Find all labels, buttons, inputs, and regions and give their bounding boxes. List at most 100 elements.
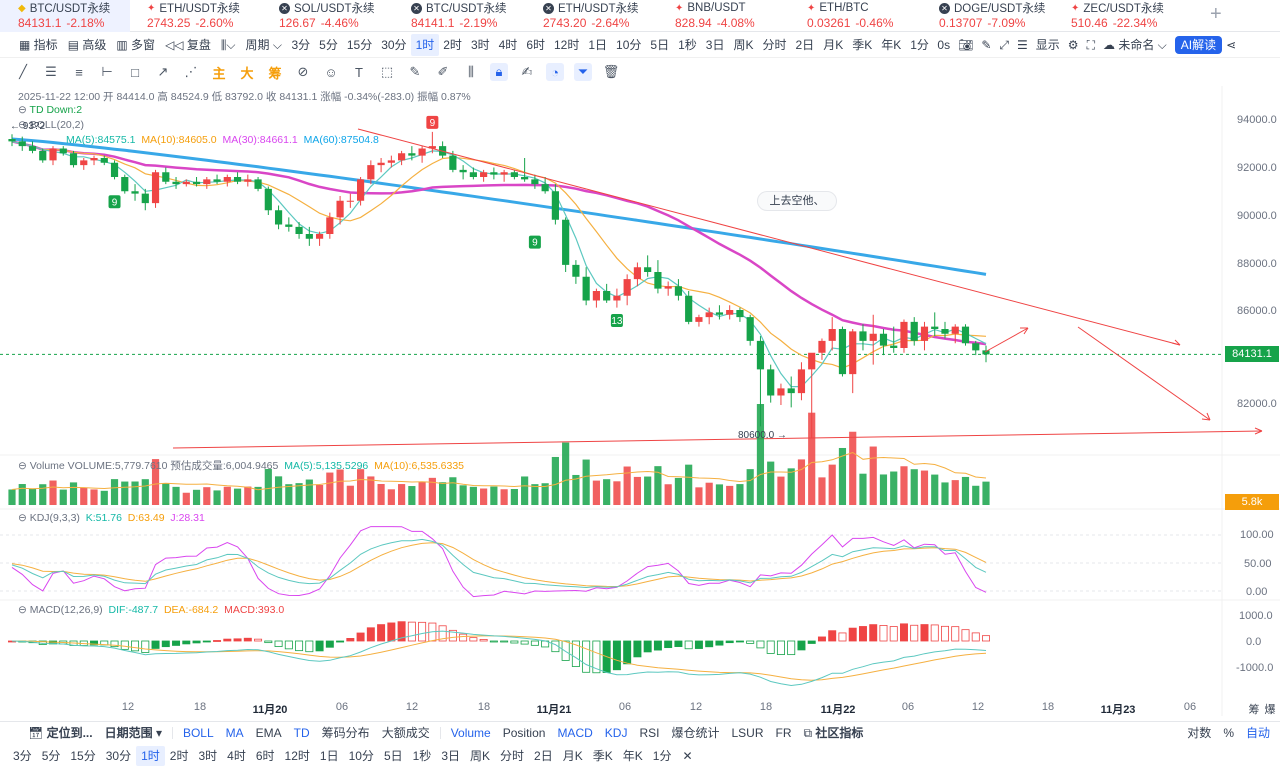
menu-icon[interactable]: ☰ <box>1017 37 1028 52</box>
ai-analysis-button[interactable]: AI解读 <box>1174 35 1223 54</box>
ticker-tab[interactable]: ✦ ETH/BTC 0.03261 -0.46% <box>807 0 927 32</box>
bottom-period-option[interactable]: 2时 <box>169 749 189 763</box>
period-option[interactable]: 15分 <box>346 37 373 52</box>
bottom-period-option[interactable]: 季K <box>592 749 613 763</box>
period-option[interactable]: 4时 <box>498 37 518 52</box>
indicator-volume[interactable]: Volume <box>450 725 491 740</box>
period-option[interactable]: 12时 <box>554 37 580 52</box>
add-tab-button[interactable]: + <box>1210 3 1222 25</box>
chips-text-tool[interactable]: 筹 <box>268 65 282 81</box>
dots-icon[interactable]: ⋰ <box>184 64 198 79</box>
rectangle-icon[interactable]: □ <box>131 64 139 80</box>
log-scale-toggle[interactable]: 对数 <box>1187 726 1212 740</box>
ruler-icon[interactable]: ✎ <box>409 64 421 79</box>
trend-line-icon[interactable]: ╱ <box>19 64 27 79</box>
ticker-tab[interactable]: ✦ BNB/USDT 828.94 -4.08% <box>675 0 795 32</box>
date-range-button[interactable]: 日期范围 ▾ <box>104 726 162 740</box>
boll-legend[interactable]: ⊖ BOLL(20,2) <box>18 119 84 131</box>
bottom-period-option[interactable]: 30分 <box>105 749 132 763</box>
indicator-fr[interactable]: FR <box>775 725 792 740</box>
pencil-icon[interactable]: ✎ <box>981 37 992 52</box>
camera-icon[interactable]: 📷︎ <box>958 37 974 52</box>
indicator-macd[interactable]: MACD <box>557 725 593 740</box>
chart-canvas[interactable]: 9 9 9 13 <box>0 86 1280 716</box>
percent-scale-toggle[interactable]: % <box>1223 725 1234 740</box>
toolbar-multi-window[interactable]: ▥ 多窗 <box>111 34 160 56</box>
period-option[interactable]: 1秒 <box>678 37 697 52</box>
indicator-lsur[interactable]: LSUR <box>731 725 764 740</box>
ticker-tab[interactable]: ✕ DOGE/USDT永续 0.13707 -7.09% <box>939 0 1059 32</box>
candle-pattern-icon[interactable]: ⫼ <box>468 64 474 79</box>
large-text-tool[interactable]: 大 <box>240 65 254 81</box>
magnet-icon[interactable]: ◔ <box>546 63 564 81</box>
period-option[interactable]: 月K <box>823 37 844 52</box>
bottom-period-option[interactable]: 12时 <box>284 749 310 763</box>
bottom-period-option[interactable]: 1秒 <box>412 749 432 763</box>
bottom-period-option[interactable]: 年K <box>622 749 643 763</box>
trash-icon[interactable]: 🗑︎ <box>602 64 620 79</box>
toolbar-replay[interactable]: ◁◁ 复盘 <box>160 34 216 56</box>
period-option[interactable]: 季K <box>852 37 873 52</box>
horizontal-lines-icon[interactable]: ≡ <box>75 64 83 80</box>
period-option[interactable]: 30分 <box>381 37 407 52</box>
period-option[interactable]: 1时 <box>411 33 439 56</box>
share-icon[interactable]: ⋖ <box>1226 37 1237 52</box>
bottom-period-option[interactable]: 周K <box>470 749 491 763</box>
community-indicators-button[interactable]: ⧉ 社区指标 <box>803 726 864 740</box>
period-option[interactable]: 分时 <box>762 37 787 52</box>
td-legend[interactable]: ⊖ TD Down:2 <box>18 104 83 116</box>
volume-legend[interactable]: ⊖ Volume VOLUME:5,779.7610 预估成交量:6,004.9… <box>18 460 465 472</box>
period-option[interactable]: 3时 <box>470 37 490 52</box>
main-text-tool[interactable]: 主 <box>212 65 226 81</box>
bottom-period-option[interactable]: 月K <box>562 749 583 763</box>
parallel-lines-icon[interactable]: ☰ <box>45 64 57 79</box>
period-dropdown[interactable]: 周期 ⌵ <box>245 37 282 52</box>
macd-legend[interactable]: ⊖ MACD(12,26,9) DIF:-487.7 DEA:-684.2 MA… <box>18 604 285 616</box>
bottom-period-option[interactable]: 1日 <box>319 749 339 763</box>
toolbar-chart-type[interactable]: ⫼⌵ <box>216 34 241 56</box>
bottom-period-option[interactable]: 10分 <box>348 749 374 763</box>
display-settings[interactable]: 显示 <box>1035 37 1060 52</box>
bottom-period-option[interactable]: 1时 <box>136 746 165 766</box>
period-option[interactable]: 6时 <box>526 37 545 52</box>
bottom-period-option[interactable]: 3日 <box>441 749 460 763</box>
expand-icon[interactable]: ⤢ <box>999 37 1010 52</box>
indicator-liquidation[interactable]: 爆仓统计 <box>671 726 720 740</box>
ticker-tab[interactable]: ◆ BTC/USDT永续 84131.1 -2.18% <box>0 0 130 32</box>
auto-scale-toggle[interactable]: 自动 <box>1245 726 1270 740</box>
close-icon[interactable]: ✕ <box>682 749 693 763</box>
indicator-boll[interactable]: BOLL <box>182 725 214 740</box>
period-option[interactable]: 5日 <box>650 37 670 52</box>
indicator-ema[interactable]: EMA <box>255 725 282 740</box>
ticker-tab[interactable]: ✕ BTC/USDT永续 84141.1 -2.19% <box>411 0 531 32</box>
period-option[interactable]: 2日 <box>795 37 815 52</box>
measure-icon[interactable]: ⊘ <box>297 64 309 79</box>
time-axis-right-label[interactable]: 爆 <box>1264 704 1276 716</box>
toolbar-indicators[interactable]: ▦ 指标 <box>14 34 63 56</box>
ticker-tab[interactable]: ✕ SOL/USDT永续 126.67 -4.46% <box>279 0 399 32</box>
crop-icon[interactable]: ⬚ <box>380 64 394 79</box>
period-option[interactable]: 10分 <box>616 37 642 52</box>
time-axis-right-label[interactable]: 筹 <box>1248 704 1260 716</box>
indicator-chip-distribution[interactable]: 筹码分布 <box>321 726 370 740</box>
indicator-ma[interactable]: MA <box>225 725 244 740</box>
period-option[interactable]: 2时 <box>443 37 462 52</box>
filter-icon[interactable]: ⏷ <box>574 63 592 81</box>
ticker-tab[interactable]: ✦ ZEC/USDT永续 510.46 -22.34% <box>1071 0 1191 32</box>
period-option[interactable]: 周K <box>733 37 754 52</box>
kdj-legend[interactable]: ⊖ KDJ(9,3,3) K:51.76 D:63.49 J:28.31 <box>18 512 205 524</box>
locate-button[interactable]: 📅︎ 定位到... <box>28 726 93 740</box>
edit-chart-icon[interactable]: ✍ <box>521 64 533 79</box>
indicator-rsi[interactable]: RSI <box>639 725 660 740</box>
stamp-icon[interactable]: ☺ <box>324 64 338 80</box>
fullscreen-icon[interactable]: ⛶ <box>1086 37 1095 52</box>
period-option[interactable]: 年K <box>881 37 902 52</box>
horizontal-ray-icon[interactable]: ⊢ <box>101 64 113 79</box>
indicator-position[interactable]: Position <box>502 725 546 740</box>
lock-icon[interactable]: 🔒︎ <box>490 63 508 81</box>
bottom-period-option[interactable]: 5日 <box>383 749 403 763</box>
ma-legend[interactable]: MA(5):84575.1 MA(10):84605.0 MA(30):8466… <box>66 134 379 146</box>
indicator-kdj[interactable]: KDJ <box>604 725 628 740</box>
gear-icon[interactable]: ⚙ <box>1067 37 1079 52</box>
bottom-period-option[interactable]: 15分 <box>70 749 96 763</box>
